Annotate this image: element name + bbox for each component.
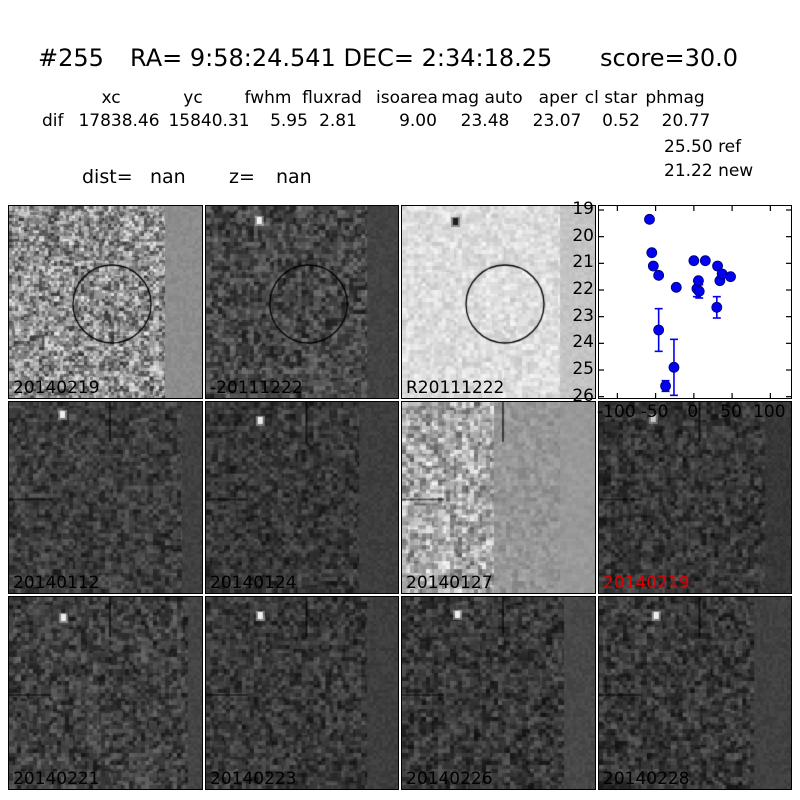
phmag-new-value: 21.22 new bbox=[664, 161, 754, 181]
data-point bbox=[670, 281, 682, 293]
cutout-panel: 20140221 bbox=[8, 596, 203, 790]
cutout-panel: 20140219 bbox=[598, 401, 792, 594]
cutout-panel: 20140226 bbox=[401, 596, 596, 790]
data-point bbox=[725, 271, 736, 283]
cutout-panel: 20140124 bbox=[205, 401, 399, 594]
x-tick-label: 0 bbox=[687, 402, 699, 422]
photometry-header-cell: aper bbox=[538, 88, 578, 108]
data-point bbox=[693, 285, 705, 297]
cutout-panel: 20140223 bbox=[205, 596, 399, 790]
y-tick-label: 19 bbox=[572, 199, 594, 219]
dist-value: nan bbox=[150, 166, 186, 188]
photometry-value-cell: 17838.46 bbox=[78, 111, 160, 131]
photometry-value-cell: 20.77 bbox=[661, 111, 711, 131]
x-tick-label: -100 bbox=[597, 402, 636, 422]
data-point bbox=[699, 255, 711, 267]
candidate-coords: RA= 9:58:24.541 DEC= 2:34:18.25 bbox=[130, 44, 553, 72]
photometry-header-cell: phmag bbox=[645, 88, 705, 108]
dist-label: dist= bbox=[82, 166, 133, 188]
photometry-value-cell: 23.48 bbox=[460, 111, 510, 131]
cutout-image bbox=[599, 402, 791, 593]
phmag-ref-value: 25.50 ref bbox=[664, 137, 742, 157]
photometry-header-cell: fluxrad bbox=[302, 88, 362, 108]
cutout-image bbox=[206, 206, 398, 398]
y-tick-label: 20 bbox=[572, 225, 594, 246]
data-point bbox=[644, 213, 655, 225]
cutout-image bbox=[402, 597, 595, 789]
candidate-id: #255 bbox=[38, 44, 104, 72]
photometry-header-cell: cl star bbox=[584, 88, 638, 108]
photometry-value-cell: 0.52 bbox=[602, 111, 640, 131]
cutout-date-label: 20140223 bbox=[210, 769, 297, 789]
y-tick-label: 25 bbox=[572, 359, 594, 379]
photometry-value-cell: 2.81 bbox=[319, 111, 357, 131]
cutout-panel: 20140112 bbox=[8, 401, 203, 594]
data-point bbox=[646, 247, 658, 259]
x-tick-label: 100 bbox=[753, 402, 786, 422]
x-tick-label: -50 bbox=[640, 402, 669, 422]
cutout-panel: R20111222 bbox=[401, 205, 596, 399]
cutout-date-label: 20140219 bbox=[603, 573, 690, 593]
data-point bbox=[660, 380, 671, 392]
photometry-value-cell: 23.07 bbox=[532, 111, 582, 131]
photometry-value-cell: 9.00 bbox=[399, 111, 437, 131]
cutout-image bbox=[9, 206, 202, 398]
photometry-header-cell: yc bbox=[183, 88, 203, 108]
y-tick-label: 26 bbox=[572, 385, 594, 406]
photometry-row-label: dif bbox=[42, 111, 64, 131]
cutout-panel: 20140127 bbox=[401, 401, 596, 594]
x-tick-label: 50 bbox=[720, 402, 742, 422]
cutout-image bbox=[402, 206, 595, 398]
lightcurve-plot bbox=[598, 205, 792, 399]
cutout-panel: 20140219 bbox=[8, 205, 203, 399]
y-tick-label: 22 bbox=[572, 279, 594, 299]
cutout-date-label: 20140124 bbox=[210, 573, 297, 593]
candidate-score: score=30.0 bbox=[600, 44, 739, 72]
data-point bbox=[693, 275, 704, 287]
data-point bbox=[711, 301, 723, 313]
y-tick-label: 21 bbox=[572, 252, 594, 273]
photometry-header-cell: fwhm bbox=[244, 88, 292, 108]
cutout-date-label: 20140221 bbox=[13, 769, 100, 789]
cutout-panel: 20140228 bbox=[598, 596, 792, 790]
cutout-date-label: 20140228 bbox=[603, 769, 690, 789]
y-tick-label: 23 bbox=[572, 305, 594, 326]
cutout-date-label: 20140127 bbox=[406, 573, 493, 593]
data-point bbox=[712, 260, 723, 272]
y-tick-label: 24 bbox=[572, 332, 594, 353]
lightcurve-canvas bbox=[599, 206, 791, 398]
cutout-image bbox=[206, 597, 398, 789]
cutout-date-label: 20140112 bbox=[13, 573, 100, 593]
photometry-header-cell: mag auto bbox=[441, 88, 523, 108]
cutout-image bbox=[402, 402, 595, 593]
cutout-image bbox=[9, 402, 202, 593]
data-point bbox=[653, 324, 665, 336]
cutout-date-label: R20111222 bbox=[406, 378, 505, 398]
cutout-image bbox=[9, 597, 202, 789]
data-point bbox=[668, 361, 680, 373]
photometry-header-cell: isoarea bbox=[376, 88, 438, 108]
cutout-image bbox=[206, 402, 398, 593]
z-value: nan bbox=[276, 166, 312, 188]
cutout-panel: -20111222 bbox=[205, 205, 399, 399]
cutout-date-label: 20140226 bbox=[406, 769, 493, 789]
data-point bbox=[688, 255, 700, 267]
cutout-date-label: -20111222 bbox=[210, 378, 303, 398]
photometry-value-cell: 15840.31 bbox=[168, 111, 250, 131]
data-point bbox=[647, 260, 659, 272]
z-label: z= bbox=[229, 166, 255, 188]
cutout-image bbox=[599, 597, 791, 789]
cutout-date-label: 20140219 bbox=[13, 378, 100, 398]
data-point bbox=[653, 269, 665, 281]
photometry-value-cell: 5.95 bbox=[270, 111, 308, 131]
photometry-header-cell: xc bbox=[101, 88, 121, 108]
